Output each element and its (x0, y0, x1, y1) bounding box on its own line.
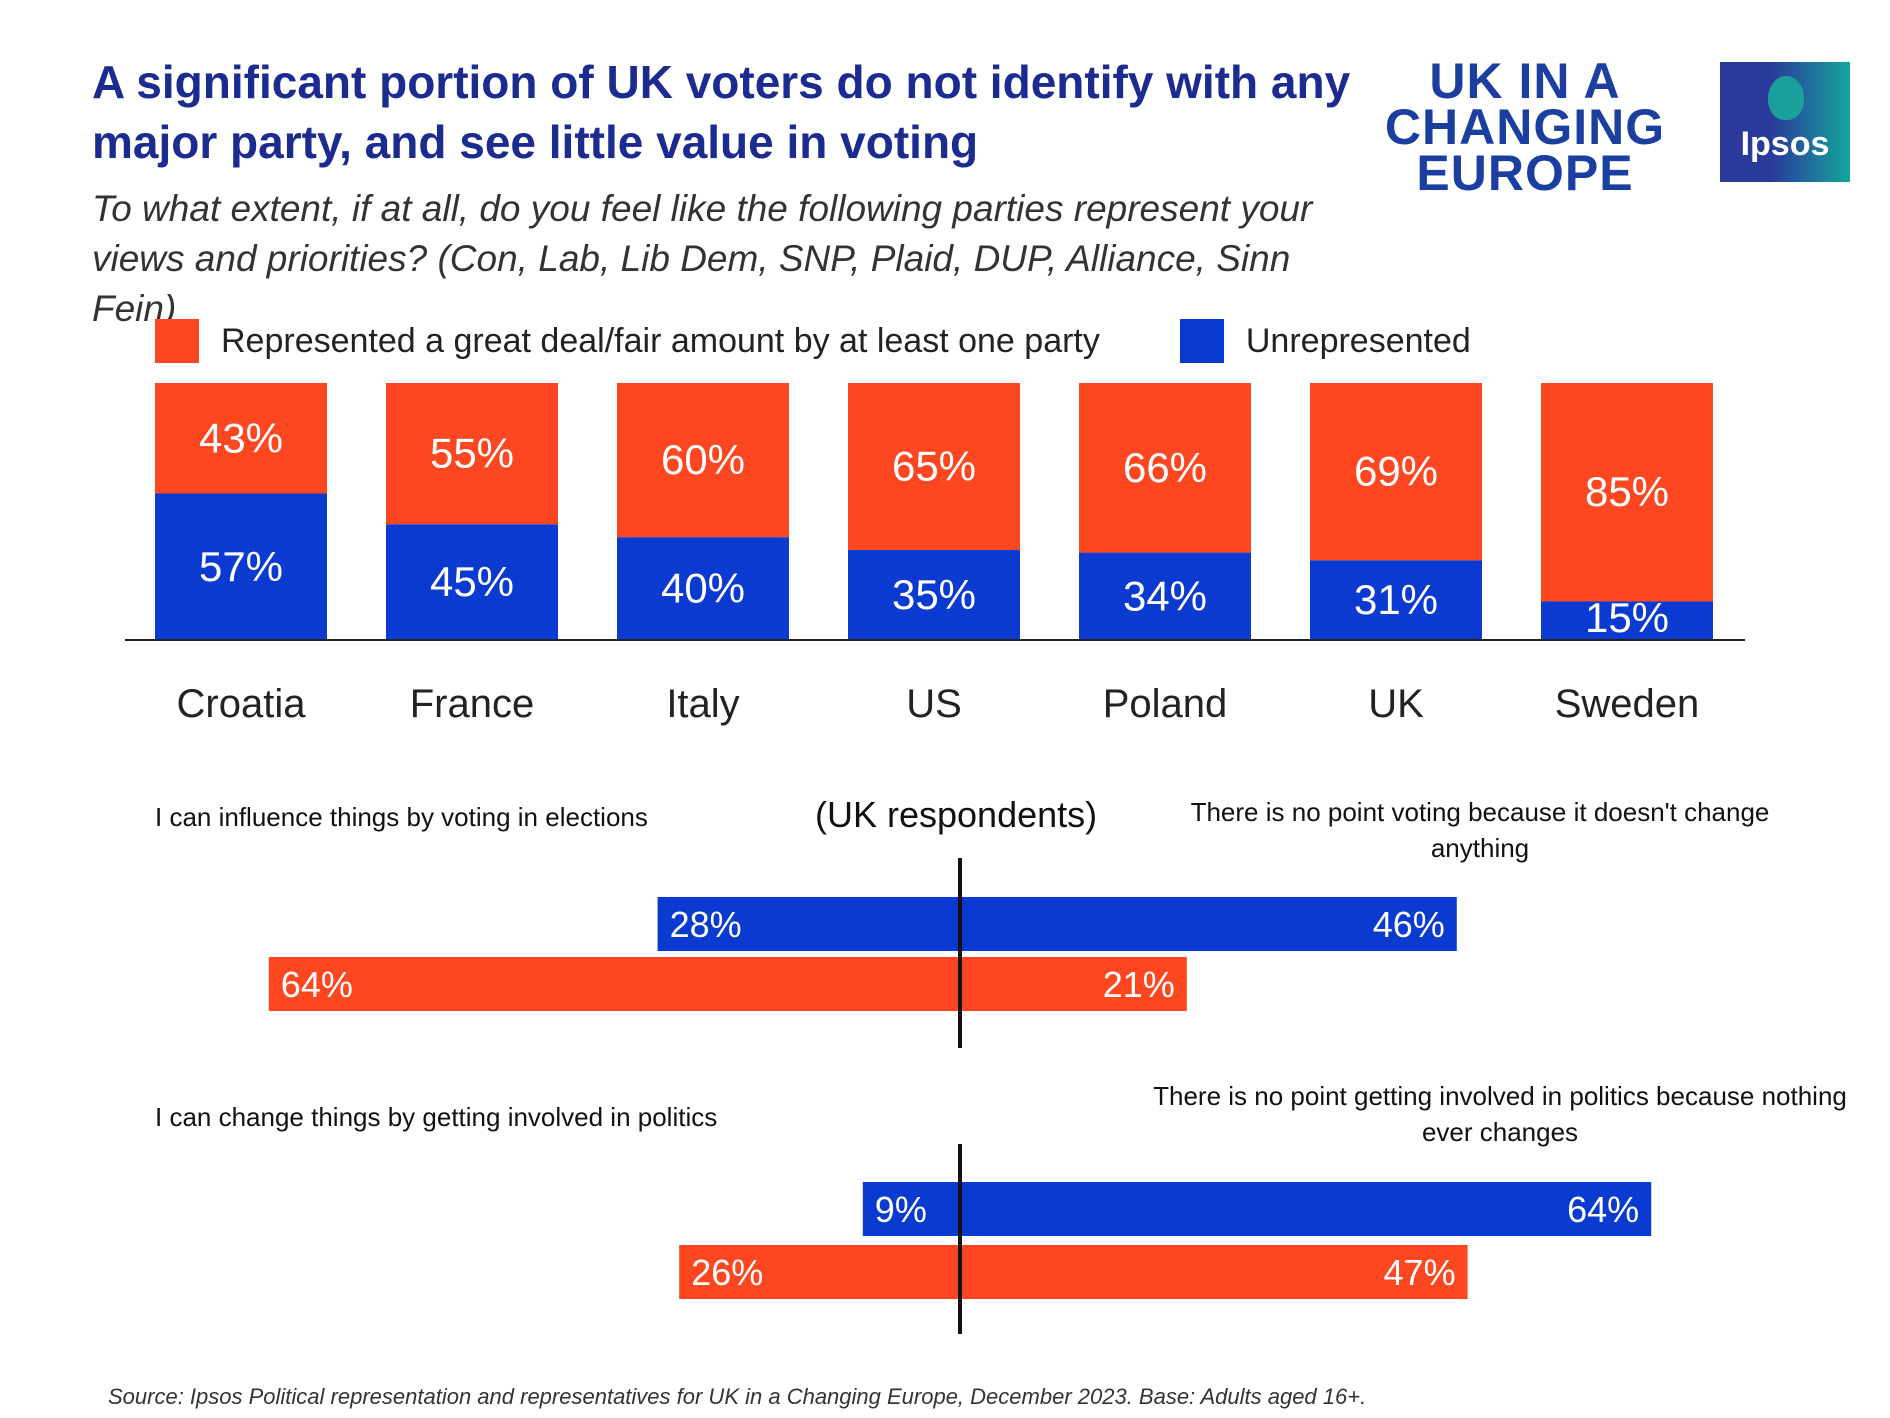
legend-label-represented: Represented a great deal/fair amount by … (221, 321, 1100, 360)
diverging-2-left-label: I can change things by getting involved … (155, 1102, 718, 1132)
category-label: UK (1368, 682, 1424, 726)
source-note: Source: Ipsos Political representation a… (108, 1384, 1367, 1409)
diverging-1-value-right: 46% (1373, 904, 1445, 945)
data-label-represented: 66% (1123, 444, 1207, 491)
data-label-represented: 43% (199, 414, 283, 461)
bar-unrepresented (155, 493, 327, 640)
chart-subtitle: To what extent, if at all, do you feel l… (92, 188, 1313, 329)
legend-swatch-represented (155, 319, 199, 363)
ipsos-logo-text: Ipsos (1740, 125, 1830, 163)
bar-unrepresented (848, 550, 1020, 640)
legend-label-unrepresented: Unrepresented (1245, 321, 1471, 360)
data-label-represented: 65% (892, 443, 976, 490)
diverging-1-value-left: 28% (670, 904, 742, 945)
data-label-unrepresented: 34% (1123, 572, 1207, 619)
diverging-1-bar-right (960, 897, 1457, 951)
bar-represented (848, 383, 1020, 551)
category-label: Sweden (1555, 682, 1700, 726)
bar-unrepresented (1310, 560, 1482, 640)
bar-unrepresented (1541, 601, 1713, 640)
chart-title: A significant portion of UK voters do no… (92, 56, 1351, 168)
diverging-1-title: (UK respondents) (815, 794, 1098, 835)
diverging-2-bar-left (862, 1182, 960, 1236)
bar-represented (1541, 383, 1713, 602)
bar-represented (1310, 383, 1482, 561)
legend-swatch-unrepresented (1179, 319, 1224, 363)
uk-in-a-changing-europe-logo: UK IN A CHANGING EUROPE (1370, 53, 1680, 201)
bar-represented (386, 383, 558, 525)
data-label-unrepresented: 15% (1585, 594, 1669, 641)
diverging-2-value-right: 64% (1567, 1189, 1639, 1230)
diverging-2-right-label: There is no point getting involved in po… (1153, 1081, 1847, 1147)
data-label-unrepresented: 35% (892, 571, 976, 618)
category-label: US (906, 682, 962, 726)
data-label-unrepresented: 40% (661, 565, 745, 612)
bar-unrepresented (386, 524, 558, 640)
logo-line-1: UK IN A (1429, 53, 1621, 109)
legend-item-represented: Represented a great deal/fair amount by … (155, 319, 1100, 363)
diverging-1-value-left: 64% (281, 964, 353, 1005)
legend-item-unrepresented: Unrepresented (1179, 319, 1471, 363)
diverging-1-right-label: There is no point voting because it does… (1190, 797, 1770, 863)
category-label: Italy (666, 682, 739, 726)
logo-line-2: CHANGING (1384, 99, 1666, 155)
diverging-1-left-label: I can influence things by voting in elec… (155, 802, 648, 832)
ipsos-logo: Ipsos (1720, 62, 1850, 182)
diverging-2-bar-right (960, 1182, 1652, 1236)
bar-represented (155, 383, 327, 494)
bar-unrepresented (617, 537, 789, 640)
diverging-1-bar-left (268, 957, 960, 1011)
data-label-represented: 69% (1354, 448, 1438, 495)
category-label: France (410, 682, 535, 726)
diverging-1-bar-right (960, 957, 1187, 1011)
diverging-2-value-left: 26% (691, 1252, 763, 1293)
diverging-2-bar-left (679, 1245, 960, 1299)
diverging-2-bar-right (960, 1245, 1468, 1299)
diverging-2-value-left: 9% (875, 1189, 927, 1230)
data-label-represented: 60% (661, 436, 745, 483)
legend: Represented a great deal/fair amount by … (155, 318, 1551, 364)
data-label-unrepresented: 31% (1354, 576, 1438, 623)
bar-represented (1079, 383, 1251, 553)
bar-represented (617, 383, 789, 538)
category-label: Croatia (177, 682, 307, 726)
diverging-2-value-right: 47% (1384, 1252, 1456, 1293)
category-label: Poland (1103, 682, 1228, 726)
data-label-unrepresented: 57% (199, 543, 283, 590)
ipsos-head-icon (1768, 76, 1804, 120)
data-label-unrepresented: 45% (430, 558, 514, 605)
data-label-represented: 85% (1585, 468, 1669, 515)
logo-line-3: EUROPE (1416, 145, 1634, 201)
diverging-1-bar-left (657, 897, 960, 951)
diverging-1-value-right: 21% (1103, 964, 1175, 1005)
bar-unrepresented (1079, 552, 1251, 640)
data-label-represented: 55% (430, 430, 514, 477)
